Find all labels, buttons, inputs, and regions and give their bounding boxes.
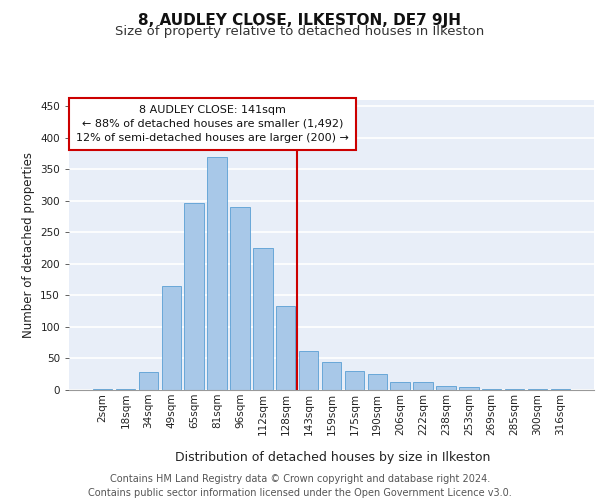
Bar	[482, 388, 502, 390]
Bar	[368, 374, 387, 390]
Y-axis label: Number of detached properties: Number of detached properties	[22, 152, 35, 338]
Text: 8, AUDLEY CLOSE, ILKESTON, DE7 9JH: 8, AUDLEY CLOSE, ILKESTON, DE7 9JH	[139, 12, 461, 28]
Bar	[276, 306, 295, 390]
Bar	[139, 372, 158, 390]
Bar	[344, 371, 364, 390]
Bar	[391, 382, 410, 390]
Text: 8 AUDLEY CLOSE: 141sqm
← 88% of detached houses are smaller (1,492)
12% of semi-: 8 AUDLEY CLOSE: 141sqm ← 88% of detached…	[76, 105, 349, 143]
Bar	[161, 286, 181, 390]
Bar	[184, 203, 204, 390]
Text: Size of property relative to detached houses in Ilkeston: Size of property relative to detached ho…	[115, 25, 485, 38]
Bar	[322, 362, 341, 390]
Bar	[299, 351, 319, 390]
Bar	[208, 156, 227, 390]
Bar	[93, 388, 112, 390]
Bar	[116, 388, 135, 390]
Text: Distribution of detached houses by size in Ilkeston: Distribution of detached houses by size …	[175, 451, 491, 464]
Bar	[253, 248, 272, 390]
Bar	[413, 382, 433, 390]
Bar	[459, 388, 479, 390]
Text: Contains HM Land Registry data © Crown copyright and database right 2024.
Contai: Contains HM Land Registry data © Crown c…	[88, 474, 512, 498]
Bar	[230, 206, 250, 390]
Bar	[436, 386, 455, 390]
